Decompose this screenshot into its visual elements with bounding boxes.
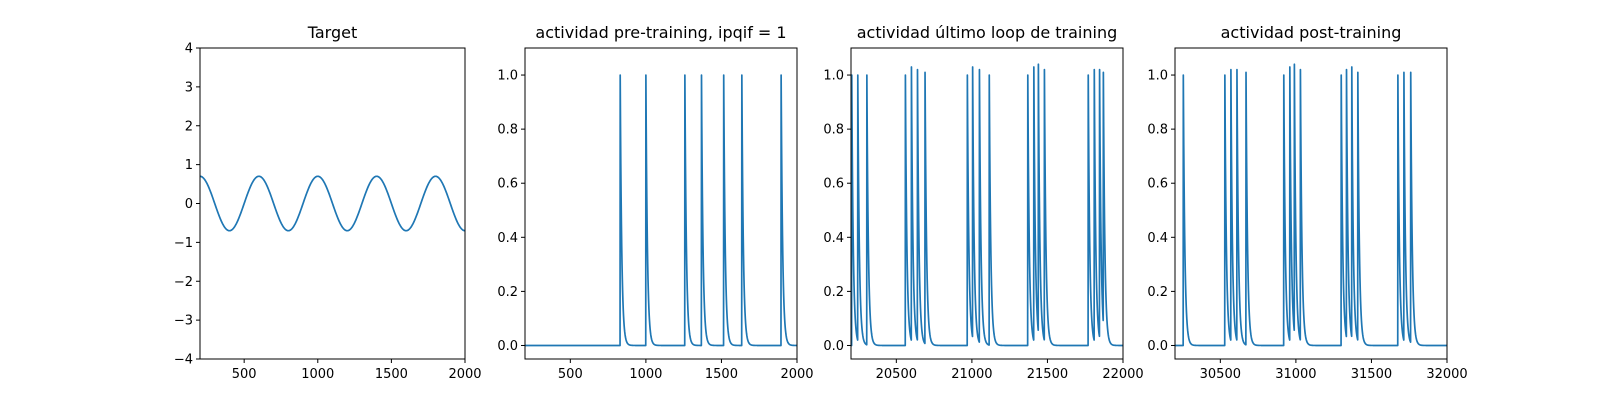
y-tick-label: 0.2 <box>823 285 844 300</box>
y-tick-label: 0.0 <box>497 339 518 354</box>
chart-title: actividad post-training <box>1221 23 1402 42</box>
chart-panel-1: 500 1000 1500 2000 −4 −3 −2 −1 0 1 2 3 4 Target <box>174 23 482 382</box>
y-tick-label: 0.6 <box>1147 177 1168 192</box>
x-tick-label: 31500 <box>1351 367 1392 382</box>
y-tick-label: 4 <box>185 42 193 57</box>
y-tick-label: 1.0 <box>823 69 844 84</box>
y-tick-label: 0.2 <box>1147 285 1168 300</box>
x-tick-label: 500 <box>558 367 583 382</box>
x-tick-label: 20500 <box>876 367 917 382</box>
chart-panel-3: 20500 21000 21500 22000 0.0 0.2 0.4 0.6 0.8 1.0 ac… <box>823 23 1143 382</box>
y-tick-label: 1 <box>185 158 193 173</box>
y-tick-label: −2 <box>174 275 193 290</box>
axes-frame <box>850 47 1124 360</box>
x-tick-label: 500 <box>232 367 257 382</box>
y-tick-label: 0.2 <box>497 285 518 300</box>
x-tick-label: 30500 <box>1200 367 1241 382</box>
y-tick-label: 0.6 <box>823 177 844 192</box>
y-tick-label: 2 <box>185 119 193 134</box>
x-tick-label: 32000 <box>1426 367 1467 382</box>
x-tick-label: 1500 <box>375 367 408 382</box>
x-tick-label: 1000 <box>301 367 334 382</box>
x-tick-label: 2000 <box>448 367 481 382</box>
series-line <box>851 63 1123 347</box>
y-tick-label: 0.4 <box>1147 231 1168 246</box>
y-tick-label: 0.6 <box>497 177 518 192</box>
axes-frame <box>1174 47 1448 360</box>
chart-title: actividad pre-training, ipqif = 1 <box>535 23 786 42</box>
y-tick-label: 0.8 <box>497 123 518 138</box>
y-tick-label: 0.8 <box>823 123 844 138</box>
x-tick-label: 22000 <box>1102 367 1143 382</box>
y-tick-label: 3 <box>185 80 193 95</box>
series-line <box>525 74 797 347</box>
x-tick-label: 2000 <box>780 367 813 382</box>
x-tick-label: 21000 <box>951 367 992 382</box>
y-tick-label: 0.4 <box>497 231 518 246</box>
y-tick-label: −3 <box>174 314 193 329</box>
y-tick-label: 0.0 <box>823 339 844 354</box>
axes-frame <box>524 47 798 360</box>
x-tick-label: 1500 <box>705 367 738 382</box>
x-tick-label: 21500 <box>1027 367 1068 382</box>
y-tick-label: 1.0 <box>497 69 518 84</box>
y-tick-label: −1 <box>174 236 193 251</box>
chart-title: Target <box>307 23 358 42</box>
y-tick-label: 0.4 <box>823 231 844 246</box>
series-line <box>200 175 465 232</box>
y-tick-label: 0.0 <box>1147 339 1168 354</box>
y-tick-label: −4 <box>174 353 193 368</box>
chart-panel-4: 30500 31000 31500 32000 0.0 0.2 0.4 0.6 0.8 1.0 ac… <box>1147 23 1467 382</box>
x-tick-label: 31000 <box>1275 367 1316 382</box>
chart-panel-2: 500 1000 1500 2000 0.0 0.2 0.4 0.6 0.8 1.0 activid… <box>497 23 813 382</box>
chart-title: actividad último loop de training <box>857 23 1118 42</box>
y-tick-label: 1.0 <box>1147 69 1168 84</box>
x-tick-label: 1000 <box>629 367 662 382</box>
y-tick-label: 0.8 <box>1147 123 1168 138</box>
series-line <box>1175 63 1447 347</box>
y-tick-label: 0 <box>185 197 193 212</box>
